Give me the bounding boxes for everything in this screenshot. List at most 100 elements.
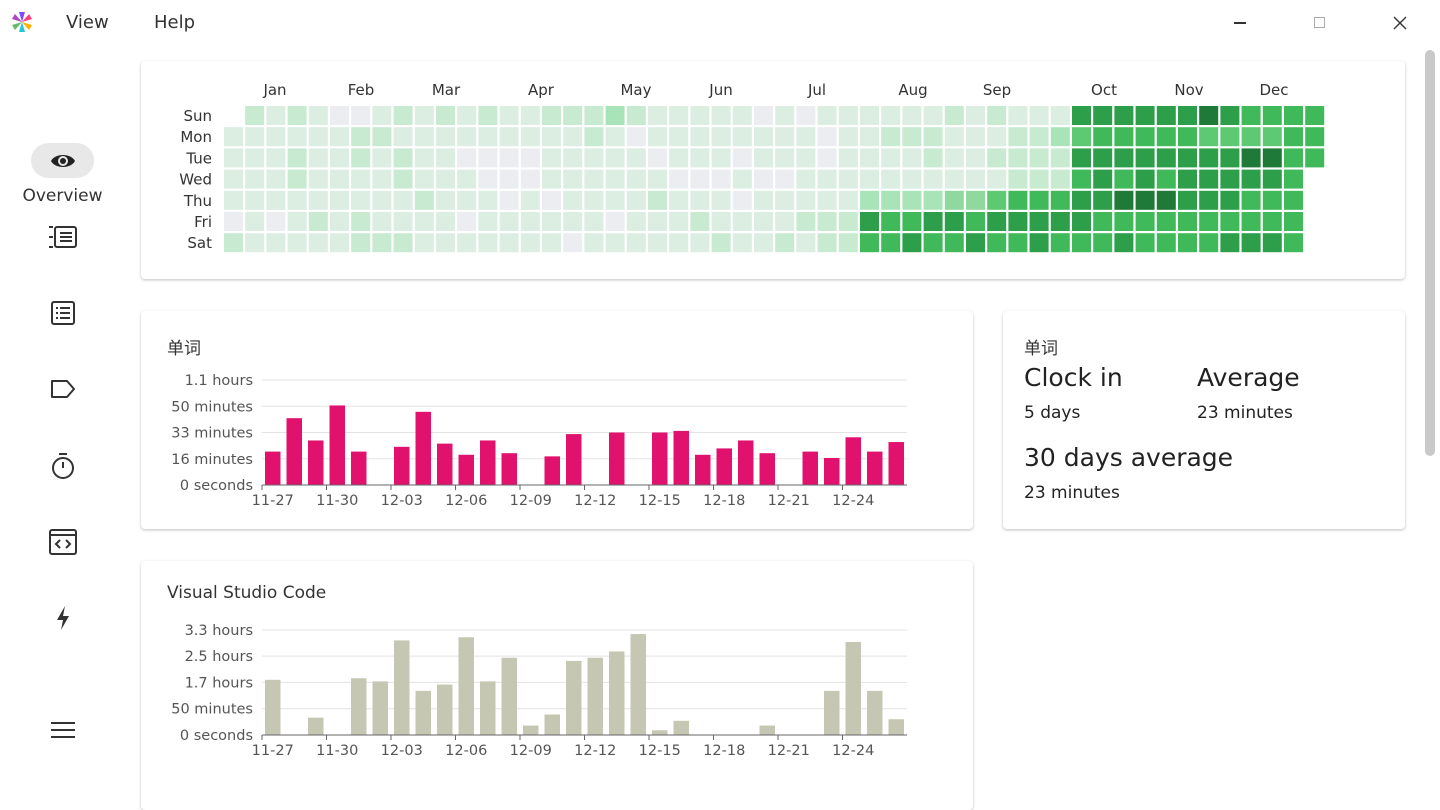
- heatmap-cell[interactable]: [351, 169, 371, 189]
- heatmap-cell[interactable]: [860, 212, 879, 231]
- heatmap-cell[interactable]: [1093, 212, 1113, 231]
- heatmap-cell[interactable]: [775, 169, 795, 189]
- heatmap-cell[interactable]: [754, 212, 773, 231]
- heatmap-cell[interactable]: [414, 106, 434, 125]
- heatmap-cell[interactable]: [944, 169, 964, 189]
- heatmap-cell[interactable]: [966, 212, 985, 231]
- heatmap-cell[interactable]: [245, 106, 265, 125]
- heatmap-cell[interactable]: [1220, 169, 1240, 189]
- heatmap-cell[interactable]: [775, 106, 795, 125]
- heatmap-cell[interactable]: [711, 148, 731, 168]
- heatmap-cell[interactable]: [1114, 169, 1134, 189]
- heatmap-cell[interactable]: [457, 106, 477, 125]
- heatmap-cell[interactable]: [754, 148, 773, 168]
- heatmap-cell[interactable]: [669, 233, 689, 253]
- heatmap-cell[interactable]: [330, 212, 349, 231]
- heatmap-cell[interactable]: [754, 190, 773, 210]
- heatmap-cell[interactable]: [605, 127, 625, 147]
- heatmap-cell[interactable]: [838, 212, 858, 231]
- heatmap-cell[interactable]: [372, 212, 392, 231]
- heatmap-cell[interactable]: [775, 127, 795, 147]
- heatmap-cell[interactable]: [944, 127, 964, 147]
- heatmap-cell[interactable]: [372, 190, 392, 210]
- heatmap-cell[interactable]: [732, 233, 752, 253]
- heatmap-cell[interactable]: [1178, 106, 1197, 125]
- heatmap-cell[interactable]: [860, 169, 879, 189]
- heatmap-cell[interactable]: [923, 127, 943, 147]
- heatmap-cell[interactable]: [245, 212, 265, 231]
- heatmap-cell[interactable]: [1284, 190, 1303, 210]
- bar[interactable]: [437, 684, 453, 735]
- heatmap-cell[interactable]: [1284, 127, 1303, 147]
- heatmap-cell[interactable]: [224, 233, 243, 253]
- heatmap-cell[interactable]: [520, 148, 540, 168]
- heatmap-cell[interactable]: [287, 212, 307, 231]
- heatmap-cell[interactable]: [902, 212, 922, 231]
- heatmap-cell[interactable]: [711, 127, 731, 147]
- bar[interactable]: [695, 454, 711, 485]
- heatmap-cell[interactable]: [457, 233, 477, 253]
- heatmap-cell[interactable]: [436, 127, 455, 147]
- heatmap-cell[interactable]: [563, 127, 583, 147]
- heatmap-cell[interactable]: [287, 190, 307, 210]
- heatmap-cell[interactable]: [520, 233, 540, 253]
- heatmap-cell[interactable]: [330, 148, 349, 168]
- heatmap-cell[interactable]: [902, 148, 922, 168]
- heatmap-cell[interactable]: [351, 106, 371, 125]
- heatmap-cell[interactable]: [1008, 127, 1028, 147]
- heatmap-cell[interactable]: [1114, 190, 1134, 210]
- heatmap-cell[interactable]: [881, 212, 901, 231]
- heatmap-cell[interactable]: [1029, 233, 1049, 253]
- bar[interactable]: [738, 440, 754, 485]
- bar[interactable]: [480, 681, 496, 735]
- heatmap-cell[interactable]: [1305, 148, 1325, 168]
- heatmap-cell[interactable]: [1072, 233, 1091, 253]
- heatmap-cell[interactable]: [1220, 233, 1240, 253]
- heatmap-cell[interactable]: [1262, 127, 1282, 147]
- heatmap-cell[interactable]: [478, 106, 498, 125]
- heatmap-cell[interactable]: [330, 190, 349, 210]
- heatmap-cell[interactable]: [1284, 212, 1303, 231]
- heatmap-cell[interactable]: [669, 106, 689, 125]
- heatmap-cell[interactable]: [1135, 148, 1155, 168]
- heatmap-cell[interactable]: [414, 148, 434, 168]
- bar[interactable]: [437, 443, 453, 485]
- bar[interactable]: [458, 454, 474, 485]
- heatmap-cell[interactable]: [923, 190, 943, 210]
- heatmap-cell[interactable]: [838, 190, 858, 210]
- heatmap-cell[interactable]: [308, 190, 328, 210]
- heatmap-cell[interactable]: [732, 127, 752, 147]
- heatmap-cell[interactable]: [542, 190, 561, 210]
- heatmap-cell[interactable]: [520, 190, 540, 210]
- bar[interactable]: [630, 634, 646, 735]
- heatmap-cell[interactable]: [881, 233, 901, 253]
- bar[interactable]: [308, 440, 324, 485]
- heatmap-cell[interactable]: [944, 212, 964, 231]
- heatmap-cell[interactable]: [944, 106, 964, 125]
- heatmap-cell[interactable]: [648, 190, 667, 210]
- heatmap-cell[interactable]: [1156, 212, 1176, 231]
- heatmap-cell[interactable]: [1114, 212, 1134, 231]
- nav-numbered-list-button[interactable]: [47, 221, 79, 253]
- heatmap-cell[interactable]: [1220, 190, 1240, 210]
- bar[interactable]: [501, 453, 517, 485]
- bar[interactable]: [802, 451, 818, 485]
- heatmap-cell[interactable]: [690, 169, 710, 189]
- heatmap-cell[interactable]: [648, 169, 667, 189]
- heatmap-cell[interactable]: [1093, 148, 1113, 168]
- heatmap-cell[interactable]: [1029, 148, 1049, 168]
- heatmap-cell[interactable]: [1029, 169, 1049, 189]
- menu-button[interactable]: [47, 714, 79, 746]
- heatmap-cell[interactable]: [457, 148, 477, 168]
- heatmap-cell[interactable]: [1093, 106, 1113, 125]
- heatmap-cell[interactable]: [499, 127, 519, 147]
- heatmap-cell[interactable]: [732, 106, 752, 125]
- heatmap-cell[interactable]: [987, 212, 1007, 231]
- heatmap-cell[interactable]: [966, 127, 985, 147]
- bar[interactable]: [609, 432, 625, 486]
- heatmap-cell[interactable]: [1199, 190, 1219, 210]
- heatmap-cell[interactable]: [838, 169, 858, 189]
- heatmap-cell[interactable]: [902, 233, 922, 253]
- bar[interactable]: [523, 725, 539, 735]
- heatmap-cell[interactable]: [1050, 127, 1070, 147]
